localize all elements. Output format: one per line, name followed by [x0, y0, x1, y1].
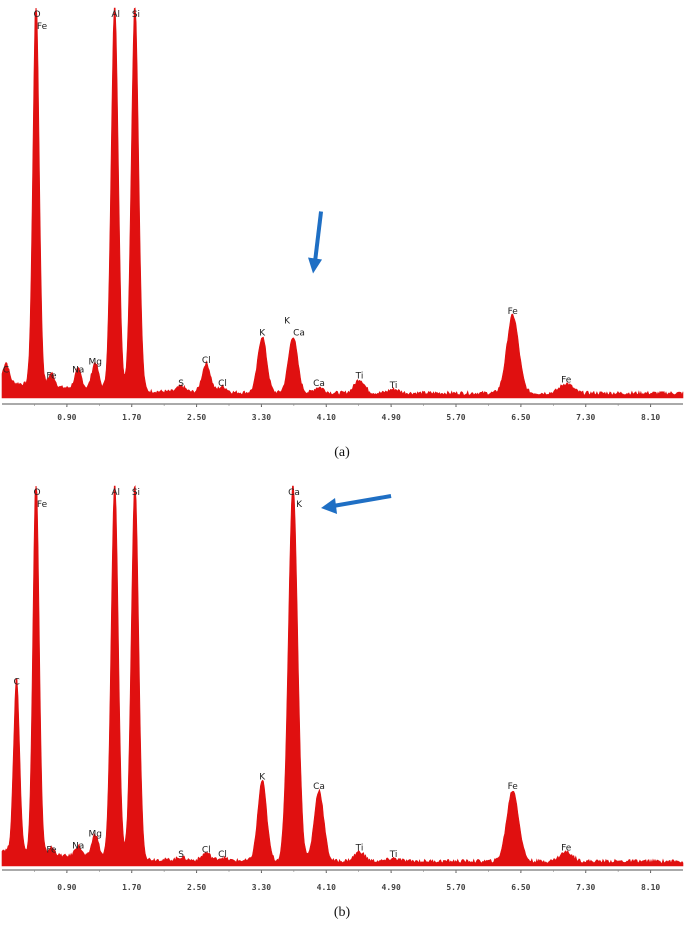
- arrow-head: [321, 498, 338, 514]
- peak-label: Cl: [218, 850, 227, 860]
- tick-label: 6.50: [511, 883, 530, 892]
- spectrum-area: [1, 485, 684, 867]
- peak-label: O: [34, 10, 41, 20]
- tick-label: 8.10: [641, 883, 660, 892]
- tick-label: 3.30: [252, 413, 271, 422]
- peak-label: Fe: [561, 844, 572, 854]
- peak-label: Fe: [46, 371, 57, 381]
- peak-label: S: [178, 379, 184, 389]
- arrow-annotation: [332, 494, 392, 508]
- tick-label: 7.30: [576, 413, 595, 422]
- peak-label: K: [296, 500, 303, 510]
- tick-label: 2.50: [187, 883, 206, 892]
- tick-label: 1.70: [122, 883, 141, 892]
- peak-label: C: [13, 677, 19, 687]
- peak-label: Fe: [508, 307, 519, 317]
- peak-label: Fe: [37, 500, 48, 510]
- peak-label: Si: [132, 10, 140, 20]
- peak-label: Ti: [355, 371, 364, 381]
- tick-label: 0.90: [57, 413, 76, 422]
- tick-label: 4.90: [382, 883, 401, 892]
- peak-label: Ca: [293, 328, 305, 338]
- tick-label: 5.70: [446, 883, 465, 892]
- arrow-head: [308, 257, 323, 274]
- peak-label: K: [259, 328, 266, 338]
- peak-label: Mg: [88, 358, 101, 368]
- peak-label: Fe: [37, 22, 48, 32]
- tick-label: 6.50: [511, 413, 530, 422]
- tick-label: 7.30: [576, 883, 595, 892]
- peak-label: Cl: [202, 845, 211, 855]
- peak-label: K: [259, 772, 266, 782]
- peak-label: C: [3, 366, 9, 376]
- tick-label: 8.10: [641, 413, 660, 422]
- peak-label: O: [34, 488, 41, 498]
- tick-label: 4.10: [317, 883, 336, 892]
- tick-label: 5.70: [446, 413, 465, 422]
- spectrum-panel-a: 0.90 1.70 2.50 3.30 4.10 4.90 5.70 6.50 7.30 8.10…: [1, 7, 684, 422]
- peak-label: S: [178, 850, 184, 860]
- peak-label: Ca: [313, 379, 325, 389]
- tick-label: 4.10: [317, 413, 336, 422]
- peak-label: Fe: [46, 845, 57, 855]
- peak-label: Ti: [389, 850, 398, 860]
- tick-label: 1.70: [122, 413, 141, 422]
- peak-label: Mg: [88, 829, 101, 839]
- peak-label: K: [284, 316, 291, 326]
- tick-label: 2.50: [187, 413, 206, 422]
- peak-label: Cl: [202, 356, 211, 366]
- spectrum-panel-b: 0.90 1.70 2.50 3.30 4.10 4.90 5.70 6.50 7.30 8.10…: [1, 485, 684, 892]
- peak-label: Na: [72, 842, 84, 852]
- peak-label: Na: [72, 366, 84, 376]
- peak-label: Fe: [508, 782, 519, 792]
- peak-label: Al: [111, 488, 120, 498]
- arrow-annotation: [313, 211, 324, 262]
- tick-label: 3.30: [252, 883, 271, 892]
- peak-label: Cl: [218, 379, 227, 389]
- peak-label: Al: [111, 10, 120, 20]
- spectrum-area: [1, 7, 684, 399]
- tick-label: 4.90: [382, 413, 401, 422]
- peak-label: Fe: [561, 375, 572, 385]
- peak-label: Si: [132, 488, 140, 498]
- tick-label: 0.90: [57, 883, 76, 892]
- peak-label: Ti: [355, 844, 364, 854]
- caption-a: (a): [334, 445, 350, 460]
- caption-b: (b): [334, 905, 351, 920]
- peak-label: Ca: [288, 488, 300, 498]
- peak-label: Ti: [389, 381, 398, 391]
- peak-label: Ca: [313, 782, 325, 792]
